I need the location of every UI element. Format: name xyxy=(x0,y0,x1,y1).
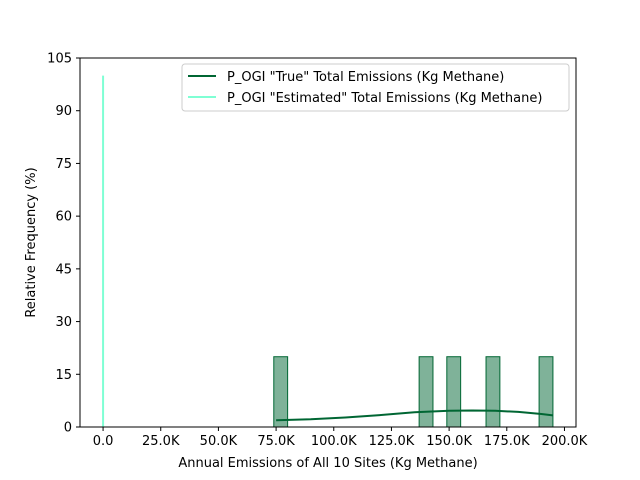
plot-frame xyxy=(79,57,577,428)
y-tick-label: 60 xyxy=(55,210,72,225)
x-axis: 0.0 25.0K 50.0K 75.0K 100.0K 125.0K 150.0K 175.… xyxy=(93,427,588,449)
histogram-bar xyxy=(273,356,289,428)
y-tick-label: 90 xyxy=(55,104,72,119)
histogram-bar xyxy=(538,356,554,428)
x-tick-label: 100.0K xyxy=(311,434,357,449)
y-axis-label: Relative Frequency (%) xyxy=(24,167,39,317)
x-tick-label: 0.0 xyxy=(93,434,114,449)
x-axis-label: Annual Emissions of All 10 Sites (Kg Met… xyxy=(178,456,477,471)
x-tick-label: 25.0K xyxy=(142,434,180,449)
plot-area xyxy=(102,75,554,428)
legend-label-true: P_OGI "True" Total Emissions (Kg Methane… xyxy=(227,70,504,85)
y-tick-label: 75 xyxy=(55,157,72,172)
x-tick-label: 75.0K xyxy=(257,434,295,449)
y-tick-label: 105 xyxy=(47,52,72,67)
y-tick-label: 15 xyxy=(55,368,72,383)
legend-label-estimated: P_OGI "Estimated" Total Emissions (Kg Me… xyxy=(227,91,542,106)
x-tick-label: 200.0K xyxy=(542,434,588,449)
legend-frame xyxy=(181,63,570,112)
y-tick-label: 30 xyxy=(55,315,72,330)
x-tick-label: 125.0K xyxy=(369,434,415,449)
legend: P_OGI "True" Total Emissions (Kg Methane… xyxy=(181,63,570,112)
y-axis: 0 15 30 45 60 75 90 105 xyxy=(47,52,80,436)
x-tick-label: 150.0K xyxy=(426,434,472,449)
histogram-bar xyxy=(418,356,434,428)
y-tick-label: 45 xyxy=(55,262,72,277)
histogram-bar xyxy=(485,356,501,428)
x-tick-label: 175.0K xyxy=(484,434,530,449)
y-tick-label: 0 xyxy=(64,421,72,436)
x-tick-label: 50.0K xyxy=(200,434,238,449)
kde-curve xyxy=(276,409,554,422)
histogram-bar xyxy=(446,356,462,428)
